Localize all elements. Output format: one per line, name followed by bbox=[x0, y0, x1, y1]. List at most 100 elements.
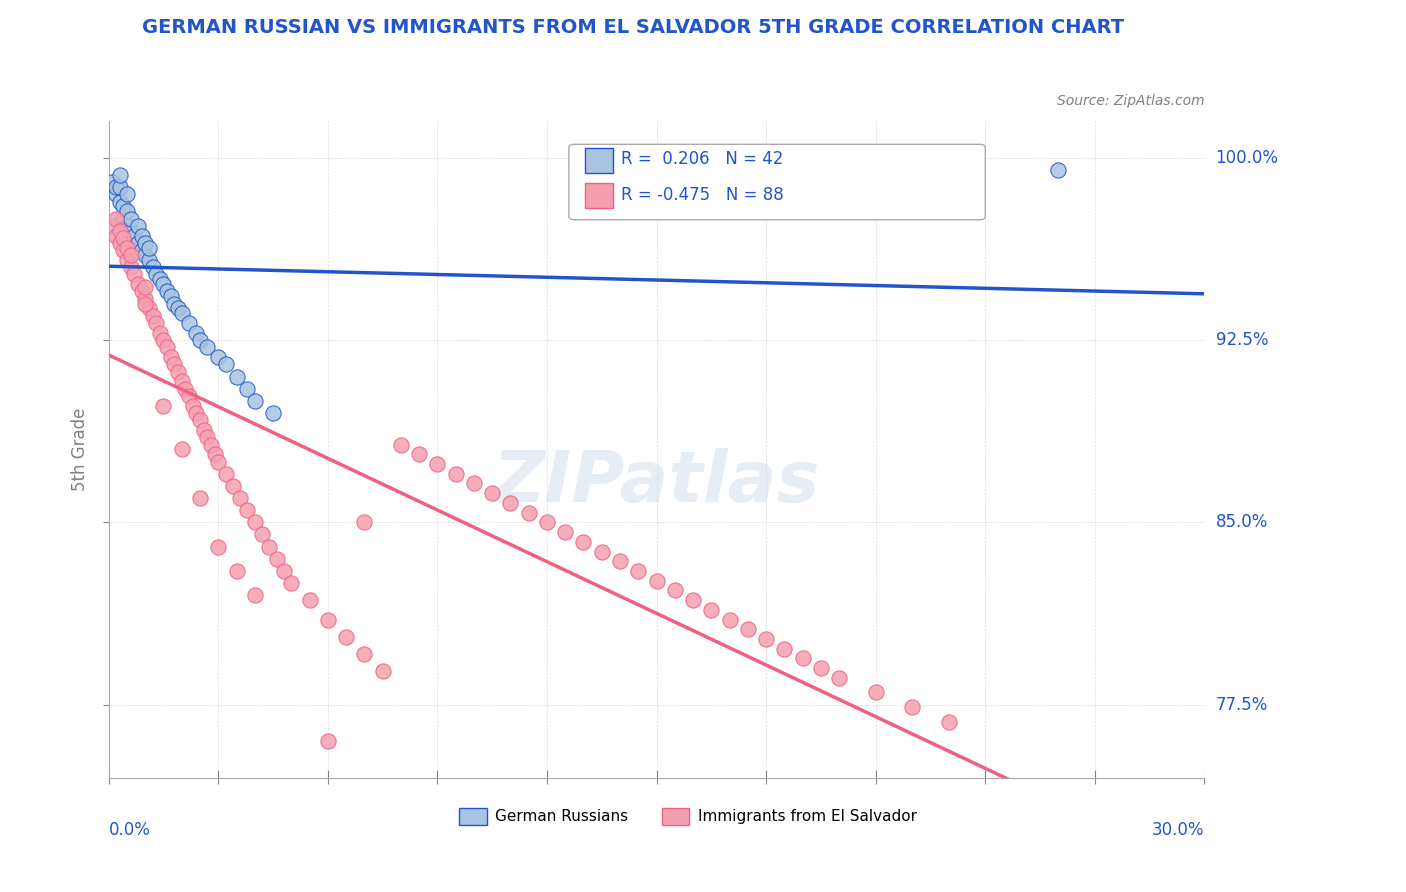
Bar bbox=[460, 808, 486, 825]
Point bbox=[865, 685, 887, 699]
Point bbox=[195, 430, 218, 444]
Point bbox=[112, 211, 135, 226]
Point bbox=[273, 564, 295, 578]
Text: R = -0.475   N = 88: R = -0.475 N = 88 bbox=[621, 186, 785, 204]
Point bbox=[316, 613, 339, 627]
Point bbox=[645, 574, 668, 588]
Text: 100.0%: 100.0% bbox=[1216, 149, 1278, 167]
Bar bbox=[585, 147, 613, 172]
Point bbox=[120, 260, 142, 275]
Point bbox=[104, 228, 127, 243]
Point bbox=[627, 564, 650, 578]
Point bbox=[243, 588, 266, 602]
Point bbox=[1047, 163, 1070, 178]
Point bbox=[152, 277, 174, 292]
Point bbox=[229, 491, 252, 505]
Point bbox=[174, 382, 197, 396]
Point bbox=[152, 333, 174, 347]
Point bbox=[122, 268, 145, 282]
Text: 92.5%: 92.5% bbox=[1216, 331, 1268, 349]
Point bbox=[141, 260, 163, 275]
Point bbox=[145, 316, 167, 330]
Point bbox=[141, 309, 163, 323]
Point bbox=[170, 442, 193, 457]
Point bbox=[792, 651, 814, 665]
Point bbox=[572, 534, 595, 549]
Point bbox=[152, 399, 174, 413]
Point bbox=[250, 527, 273, 541]
Point bbox=[408, 447, 430, 461]
Point bbox=[481, 486, 503, 500]
Point bbox=[170, 306, 193, 320]
Point bbox=[181, 399, 204, 413]
Point bbox=[222, 479, 245, 493]
Point bbox=[108, 168, 131, 182]
Point bbox=[266, 551, 288, 566]
Point bbox=[159, 289, 181, 303]
Point bbox=[149, 326, 172, 340]
Point bbox=[214, 357, 236, 371]
Point bbox=[755, 632, 778, 646]
Point bbox=[207, 540, 229, 554]
Point bbox=[101, 219, 124, 233]
Point bbox=[138, 252, 160, 267]
Text: Source: ZipAtlas.com: Source: ZipAtlas.com bbox=[1057, 95, 1205, 108]
Point bbox=[193, 423, 215, 437]
Text: 0.0%: 0.0% bbox=[108, 822, 150, 839]
Point bbox=[122, 228, 145, 243]
Text: ZIPatlas: ZIPatlas bbox=[494, 448, 820, 516]
Point bbox=[104, 211, 127, 226]
Point bbox=[188, 413, 211, 427]
Point bbox=[371, 664, 394, 678]
Point bbox=[167, 301, 190, 316]
Point bbox=[236, 382, 259, 396]
Y-axis label: 5th Grade: 5th Grade bbox=[72, 408, 89, 491]
Point bbox=[609, 554, 631, 568]
Point bbox=[426, 457, 449, 471]
Point bbox=[262, 406, 284, 420]
Point bbox=[131, 243, 153, 257]
Point bbox=[112, 231, 135, 245]
Point bbox=[127, 277, 149, 292]
Point bbox=[115, 241, 138, 255]
Text: R =  0.206   N = 42: R = 0.206 N = 42 bbox=[621, 151, 785, 169]
Point bbox=[243, 393, 266, 408]
Bar bbox=[662, 808, 689, 825]
Point bbox=[188, 333, 211, 347]
Point bbox=[145, 268, 167, 282]
Point bbox=[243, 516, 266, 530]
Point bbox=[204, 447, 226, 461]
Point bbox=[207, 454, 229, 468]
Point bbox=[737, 622, 759, 636]
Point bbox=[444, 467, 467, 481]
Point bbox=[120, 211, 142, 226]
Point bbox=[207, 350, 229, 364]
Point bbox=[104, 187, 127, 202]
Point bbox=[225, 369, 247, 384]
Point bbox=[335, 630, 357, 644]
Text: German Russians: German Russians bbox=[495, 809, 628, 823]
Point bbox=[718, 613, 741, 627]
Point bbox=[115, 204, 138, 219]
Point bbox=[104, 180, 127, 194]
Text: 85.0%: 85.0% bbox=[1216, 513, 1268, 532]
Point bbox=[828, 671, 851, 685]
Point bbox=[101, 175, 124, 189]
Point bbox=[773, 641, 796, 656]
Text: GERMAN RUSSIAN VS IMMIGRANTS FROM EL SALVADOR 5TH GRADE CORRELATION CHART: GERMAN RUSSIAN VS IMMIGRANTS FROM EL SAL… bbox=[142, 18, 1123, 37]
Point bbox=[120, 248, 142, 262]
Point bbox=[177, 389, 200, 403]
Point bbox=[156, 285, 179, 299]
Point bbox=[259, 540, 281, 554]
Point bbox=[108, 224, 131, 238]
Point bbox=[115, 252, 138, 267]
Point bbox=[353, 647, 375, 661]
Point bbox=[170, 375, 193, 389]
Point bbox=[177, 316, 200, 330]
Point bbox=[536, 516, 558, 530]
Point bbox=[591, 544, 613, 558]
Point bbox=[127, 235, 149, 250]
Point bbox=[131, 285, 153, 299]
Point bbox=[188, 491, 211, 505]
Point bbox=[134, 296, 156, 310]
